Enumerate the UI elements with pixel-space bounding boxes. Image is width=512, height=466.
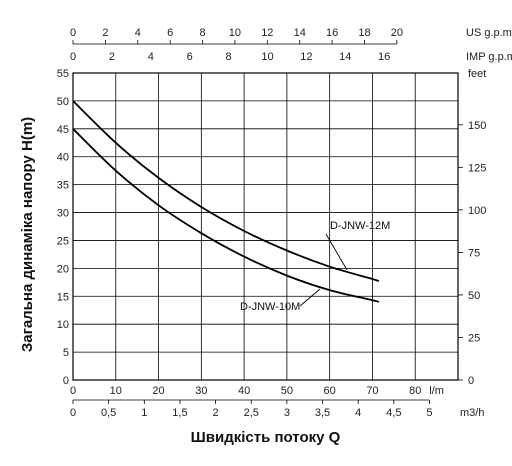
usgpm-tick-label: 6 [167,27,173,39]
y-tick-label: 15 [57,291,69,303]
series-leader-line [299,288,321,307]
feet-tick-label: 25 [468,332,480,344]
usgpm-tick-label: 20 [391,27,403,39]
usgpm-tick-label: 18 [358,27,370,39]
y-tick-label: 20 [57,263,69,275]
m3h-tick-label: 5 [426,407,432,419]
x-axis-title: Швидкість потоку Q [191,429,341,446]
series-leader-line [325,233,348,271]
m3h-tick-label: 0 [70,407,76,419]
lpm-tick-label: 0 [70,385,76,397]
feet-tick-label: 150 [468,120,486,132]
y-tick-label: 40 [57,152,69,164]
y-tick-label: 50 [57,96,69,108]
feet-unit-label: feet [468,68,486,80]
y-tick-label: 35 [57,180,69,192]
grid-layer [72,40,463,404]
impgpm-tick-label: 16 [378,51,390,63]
usgpm-tick-label: 8 [199,27,205,39]
y-tick-label: 5 [63,347,69,359]
usgpm-tick-label: 12 [261,27,273,39]
y-tick-label: 45 [57,124,69,136]
lpm-unit-label: l/m [429,385,444,397]
impgpm-tick-label: 2 [109,51,115,63]
usgpm-tick-label: 10 [229,27,241,39]
lpm-tick-label: 60 [324,385,336,397]
impgpm-tick-label: 4 [148,51,154,63]
feet-tick-label: 75 [468,247,480,259]
y-tick-label: 25 [57,235,69,247]
curve-layer [72,100,380,307]
feet-tick-label: 50 [468,290,480,302]
y-tick-label: 30 [57,208,69,220]
series-label: D-JNW-12M [330,220,390,232]
lpm-tick-label: 70 [366,385,378,397]
lpm-tick-label: 20 [152,385,164,397]
usgpm-tick-label: 16 [326,27,338,39]
usgpm-tick-label: 14 [294,27,306,39]
y-tick-label: 55 [57,68,69,80]
feet-tick-label: 125 [468,162,486,174]
m3h-tick-label: 3,5 [315,407,330,419]
usgpm-tick-label: 2 [102,27,108,39]
lpm-tick-label: 10 [110,385,122,397]
series-line-d-jnw-12m [72,100,380,283]
y-tick-label: 0 [63,375,69,387]
feet-tick-label: 100 [468,205,486,217]
m3h-tick-label: 3 [284,407,290,419]
m3h-tick-label: 1,5 [172,407,187,419]
m3h-tick-label: 1 [141,407,147,419]
impgpm-tick-label: 8 [226,51,232,63]
m3h-tick-label: 0,5 [101,407,116,419]
series-label: D-JNW-10M [240,301,300,313]
impgpm-tick-label: 14 [339,51,351,63]
impgpm-tick-label: 6 [187,51,193,63]
usgpm-unit-label: US g.p.m [466,27,512,39]
impgpm-unit-label: IMP g.p.m [466,51,512,63]
lpm-tick-label: 80 [409,385,421,397]
usgpm-tick-label: 0 [70,27,76,39]
m3h-unit-label: m3/h [460,407,484,419]
feet-tick-label: 0 [468,375,474,387]
impgpm-tick-label: 10 [261,51,273,63]
y-axis-title: Загальна динаміка напору H(m) [19,117,36,352]
y-tick-label: 10 [57,319,69,331]
impgpm-tick-label: 0 [70,51,76,63]
lpm-tick-label: 50 [281,385,293,397]
lpm-tick-label: 40 [238,385,250,397]
usgpm-tick-label: 4 [135,27,141,39]
m3h-tick-label: 2,5 [244,407,259,419]
m3h-tick-label: 4,5 [386,407,401,419]
m3h-tick-label: 4 [355,407,361,419]
impgpm-tick-label: 12 [300,51,312,63]
series-line-d-jnw-10m [72,128,380,303]
m3h-tick-label: 2 [213,407,219,419]
lpm-tick-label: 30 [195,385,207,397]
plot-frame [72,72,459,381]
